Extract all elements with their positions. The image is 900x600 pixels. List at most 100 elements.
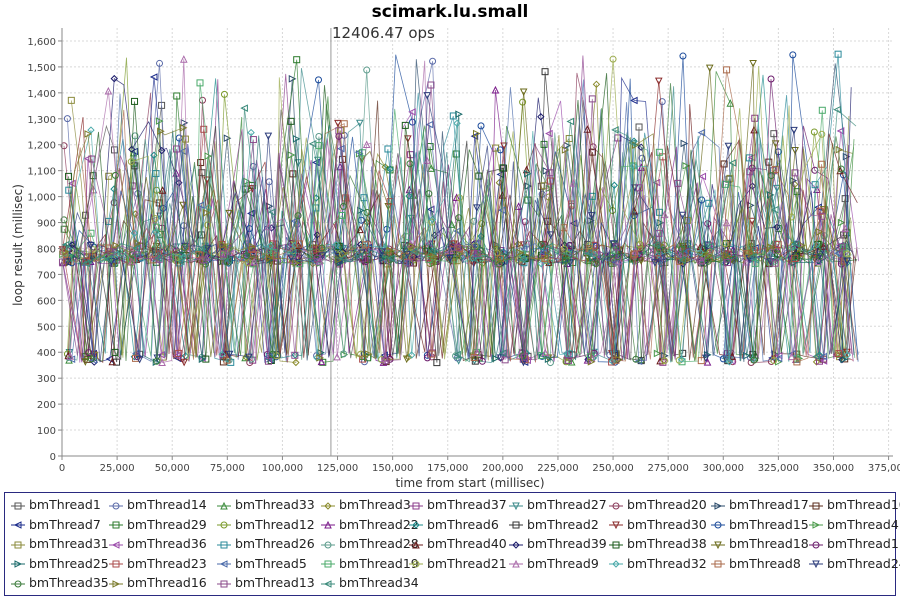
legend-label: bmThread30 xyxy=(627,516,707,532)
legend-label: bmThread6 xyxy=(427,516,499,532)
legend-marker xyxy=(714,521,722,529)
data-point xyxy=(683,255,692,264)
legend-marker-icon xyxy=(321,541,335,549)
data-point xyxy=(86,242,95,250)
data-point xyxy=(245,353,253,362)
data-point xyxy=(674,179,682,187)
data-point xyxy=(742,257,751,266)
data-point xyxy=(406,160,414,168)
data-point xyxy=(87,126,95,134)
x-tick-label: 125,000 xyxy=(317,463,358,474)
data-point xyxy=(199,256,207,264)
legend-marker-icon xyxy=(321,560,335,568)
data-point xyxy=(836,127,845,135)
data-point xyxy=(381,354,390,362)
data-point xyxy=(446,254,454,263)
legend-marker xyxy=(412,502,420,509)
legend-marker xyxy=(714,501,723,510)
legend-marker xyxy=(220,580,228,588)
legend-label: bmThread39 xyxy=(527,536,607,552)
data-point xyxy=(471,357,479,365)
legend-item-bmThread10: bmThread10 xyxy=(809,496,900,514)
data-point xyxy=(728,159,737,167)
data-point xyxy=(287,117,295,125)
data-point xyxy=(313,231,321,239)
series-line-bmThread8 xyxy=(66,69,858,363)
data-point xyxy=(181,135,189,143)
data-point xyxy=(541,68,549,76)
legend-item-bmThread25: bmThread25 xyxy=(11,555,109,573)
data-point xyxy=(537,260,545,268)
legend-marker-icon xyxy=(409,540,423,549)
legend-item-bmThread20: bmThread20 xyxy=(609,496,707,514)
data-point xyxy=(452,352,460,360)
data-point xyxy=(562,358,570,366)
legend-label: bmThread32 xyxy=(627,555,707,571)
legend-marker-icon xyxy=(217,580,231,588)
data-point xyxy=(499,164,507,172)
data-point xyxy=(771,165,779,173)
data-point xyxy=(384,202,393,211)
data-point xyxy=(127,254,135,262)
data-point xyxy=(812,358,821,366)
data-point xyxy=(588,192,596,200)
data-point xyxy=(362,241,370,249)
data-point xyxy=(85,349,93,357)
data-point xyxy=(567,357,576,366)
x-tick-label: 100,000 xyxy=(262,463,303,474)
legend-marker-icon xyxy=(321,580,335,588)
data-point xyxy=(475,172,483,180)
data-point xyxy=(455,214,463,222)
data-point xyxy=(492,354,500,363)
data-point xyxy=(130,229,139,237)
data-point xyxy=(615,256,624,265)
data-point xyxy=(500,142,508,151)
data-point xyxy=(201,260,209,268)
data-point xyxy=(249,251,257,259)
legend-marker xyxy=(612,502,620,509)
legend-marker-icon xyxy=(509,540,523,549)
data-point xyxy=(292,358,300,367)
series-line-bmThread16 xyxy=(65,127,853,362)
data-point xyxy=(814,257,822,265)
legend-marker-icon xyxy=(11,502,25,509)
data-point xyxy=(363,208,371,216)
data-point xyxy=(65,186,73,194)
data-point xyxy=(197,252,206,261)
legend-marker-icon xyxy=(11,541,25,549)
data-point xyxy=(560,245,568,253)
data-point xyxy=(839,244,847,252)
y-tick-label: 500 xyxy=(37,322,56,333)
legend-label: bmThread23 xyxy=(127,555,207,571)
legend-item-bmThread11: bmThread11 xyxy=(809,535,900,553)
data-point xyxy=(726,99,735,107)
data-point xyxy=(198,355,207,363)
data-point xyxy=(749,60,757,68)
legend-label: bmThread13 xyxy=(235,575,315,591)
legend-label: bmThread38 xyxy=(627,536,707,552)
legend-label: bmThread21 xyxy=(427,555,507,571)
data-point xyxy=(789,51,797,59)
data-point xyxy=(177,257,185,266)
data-point xyxy=(628,139,636,147)
data-point xyxy=(108,357,117,366)
legend-label: bmThread15 xyxy=(729,516,809,532)
legend-label: bmThread17 xyxy=(729,497,809,512)
data-point xyxy=(386,246,395,255)
data-point xyxy=(696,248,705,257)
data-point xyxy=(158,186,167,194)
legend-marker-icon xyxy=(11,521,25,529)
data-point xyxy=(356,225,364,234)
data-point xyxy=(67,96,75,104)
data-point xyxy=(566,117,575,126)
legend-marker xyxy=(324,501,332,510)
data-point xyxy=(200,125,208,133)
data-point xyxy=(654,77,663,86)
legend-marker xyxy=(812,541,820,549)
data-point xyxy=(655,148,663,156)
data-point xyxy=(697,257,705,265)
data-point xyxy=(629,96,638,105)
data-point xyxy=(335,127,343,135)
data-point xyxy=(338,254,347,263)
data-point xyxy=(131,162,139,170)
